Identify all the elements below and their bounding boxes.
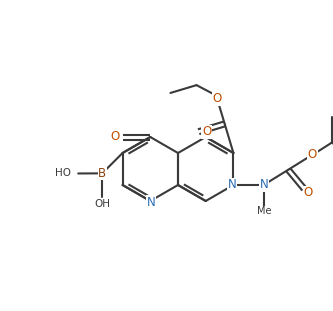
Text: N: N [147, 196, 156, 208]
Text: O: O [304, 187, 313, 199]
Text: OH: OH [94, 199, 110, 209]
Text: B: B [98, 167, 106, 180]
Text: O: O [111, 131, 120, 143]
Text: O: O [212, 92, 221, 105]
Text: N: N [228, 179, 237, 192]
Text: O: O [308, 148, 317, 161]
Text: Me: Me [256, 207, 271, 216]
Text: O: O [202, 125, 211, 138]
Text: HO: HO [55, 169, 71, 179]
Text: N: N [259, 179, 268, 192]
